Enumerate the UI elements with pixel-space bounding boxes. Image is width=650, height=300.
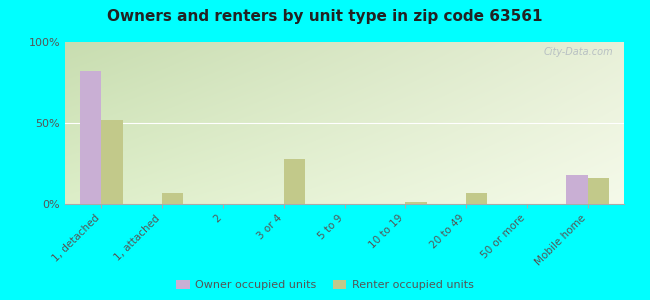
Text: City-Data.com: City-Data.com	[543, 47, 613, 57]
Bar	[101, 120, 123, 204]
Bar	[466, 193, 488, 204]
Text: Owners and renters by unit type in zip code 63561: Owners and renters by unit type in zip c…	[107, 9, 543, 24]
Bar	[162, 193, 183, 204]
Bar	[80, 71, 101, 204]
Legend: Owner occupied units, Renter occupied units: Owner occupied units, Renter occupied un…	[172, 275, 478, 294]
Bar	[588, 178, 609, 204]
Bar	[405, 202, 426, 204]
Bar	[284, 159, 305, 204]
Bar	[566, 175, 588, 204]
